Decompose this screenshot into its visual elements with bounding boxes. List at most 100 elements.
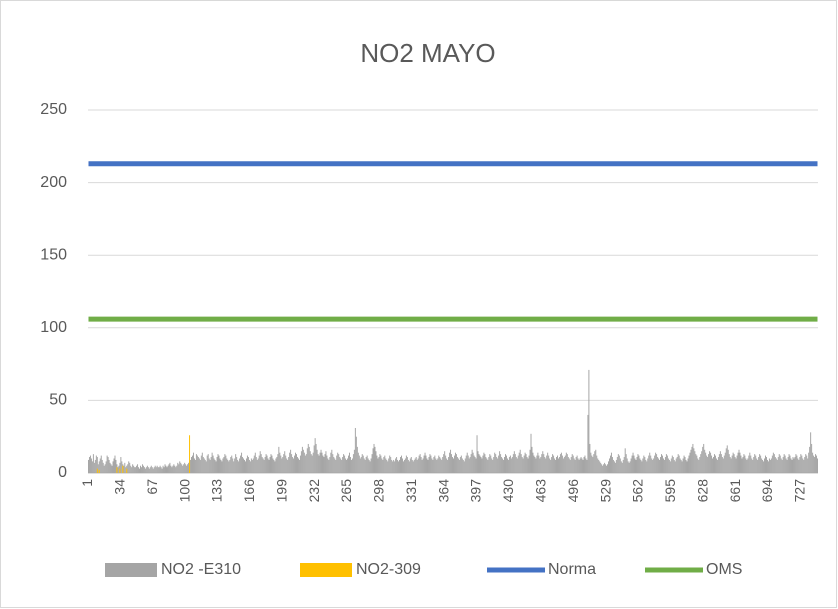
bar <box>263 459 265 473</box>
bar <box>743 454 745 473</box>
bar <box>145 467 147 473</box>
bar <box>336 455 338 473</box>
bar <box>159 465 161 473</box>
bar <box>671 455 673 473</box>
bar <box>134 467 136 473</box>
bar <box>810 432 812 473</box>
bar <box>489 454 491 473</box>
bar <box>513 451 515 473</box>
bar <box>422 458 424 473</box>
bar <box>288 457 290 473</box>
bar <box>527 458 529 473</box>
bar <box>562 458 564 473</box>
bar <box>602 465 604 473</box>
bar <box>234 458 236 473</box>
bar <box>643 455 645 473</box>
bar <box>804 457 806 473</box>
bar <box>380 455 382 473</box>
bar <box>678 455 680 473</box>
bar <box>248 459 250 473</box>
bar <box>166 467 168 473</box>
bar <box>157 467 159 473</box>
bar <box>171 467 173 473</box>
bar <box>698 459 700 473</box>
bar <box>313 445 315 473</box>
bar <box>699 457 701 473</box>
bar <box>310 454 312 473</box>
bar <box>301 446 303 473</box>
bar <box>262 458 264 473</box>
bar <box>345 458 347 473</box>
legend-label: NO2 -E310 <box>161 561 241 578</box>
bar <box>774 457 776 473</box>
bar <box>108 459 110 473</box>
bar <box>460 455 462 473</box>
bar <box>506 458 508 473</box>
bar <box>144 468 146 473</box>
bar <box>203 458 205 473</box>
bar <box>469 457 471 473</box>
bar <box>211 452 213 473</box>
y-tick-label: 100 <box>40 319 67 336</box>
bar <box>546 455 548 473</box>
bar <box>121 461 123 473</box>
bar <box>250 458 252 473</box>
bar <box>365 457 367 473</box>
bar <box>794 457 796 473</box>
bar <box>102 462 104 473</box>
bar <box>400 455 402 473</box>
bar <box>257 458 259 473</box>
bar <box>278 446 280 473</box>
bar <box>320 449 322 473</box>
bar <box>477 451 479 473</box>
bar <box>421 459 423 473</box>
bar <box>414 458 416 473</box>
bar <box>660 457 662 473</box>
bar <box>620 461 622 473</box>
bar <box>801 455 803 473</box>
bar <box>726 445 728 473</box>
bar <box>318 455 320 473</box>
bar <box>524 452 526 473</box>
bar <box>284 451 286 473</box>
bar <box>667 458 669 473</box>
bar <box>490 455 492 473</box>
bar <box>377 458 379 473</box>
bar <box>216 457 218 473</box>
bar <box>809 446 811 473</box>
bar <box>424 452 426 473</box>
bar <box>290 449 292 473</box>
bar <box>149 467 151 473</box>
bar <box>129 462 131 473</box>
bar <box>230 457 232 473</box>
bar <box>617 454 619 473</box>
bar <box>654 455 656 473</box>
bar <box>146 465 148 473</box>
bar <box>628 462 630 473</box>
bar <box>779 455 781 473</box>
x-tick-label: 463 <box>533 479 549 503</box>
bar <box>125 467 127 473</box>
bar <box>448 457 450 473</box>
bar <box>254 452 256 473</box>
x-tick-label: 100 <box>176 479 192 503</box>
bar <box>346 459 348 473</box>
bar <box>208 458 210 473</box>
bar <box>122 465 124 473</box>
bar <box>452 457 453 473</box>
bar <box>416 459 418 473</box>
bar <box>226 458 228 473</box>
bar <box>659 459 661 473</box>
bar <box>486 458 488 473</box>
bar <box>260 454 262 473</box>
bar <box>331 449 333 473</box>
bar <box>258 455 260 473</box>
legend-label: OMS <box>706 561 742 578</box>
bar <box>276 457 278 473</box>
bar <box>90 458 92 473</box>
bar <box>373 443 375 473</box>
bar <box>618 455 620 473</box>
bar <box>333 457 335 473</box>
bar <box>317 454 319 473</box>
